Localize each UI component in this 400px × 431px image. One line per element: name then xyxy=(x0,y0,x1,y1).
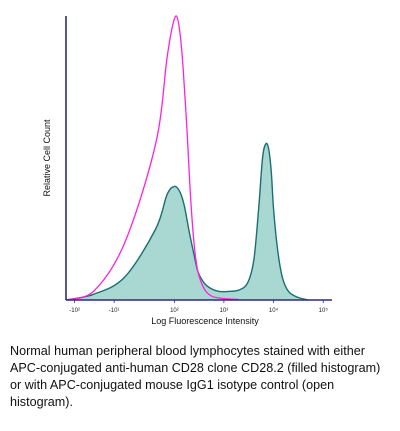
plot-area xyxy=(65,15,309,301)
x-tick-label: -10¹ xyxy=(109,308,120,314)
x-tick-label: 10⁴ xyxy=(269,307,279,314)
filled-histogram-outline xyxy=(65,142,309,301)
x-axis-title: Log Fluorescence Intensity xyxy=(151,316,259,326)
figure-caption: Normal human peripheral blood lymphocyte… xyxy=(10,344,381,409)
x-axis-ticks: -10² -10¹ 10² 10³ 10⁴ 10⁵ xyxy=(69,300,328,314)
histogram-chart: -10² -10¹ 10² 10³ 10⁴ 10⁵ Log Fluorescence In… xyxy=(42,15,332,326)
open-histogram-line xyxy=(65,15,239,301)
x-tick-label: 10² xyxy=(170,308,179,314)
x-tick-label: 10⁵ xyxy=(319,307,329,314)
x-tick-label: 10³ xyxy=(220,308,229,314)
x-tick-label: -10² xyxy=(69,308,80,314)
y-axis-title: Relative Cell Count xyxy=(42,119,52,197)
